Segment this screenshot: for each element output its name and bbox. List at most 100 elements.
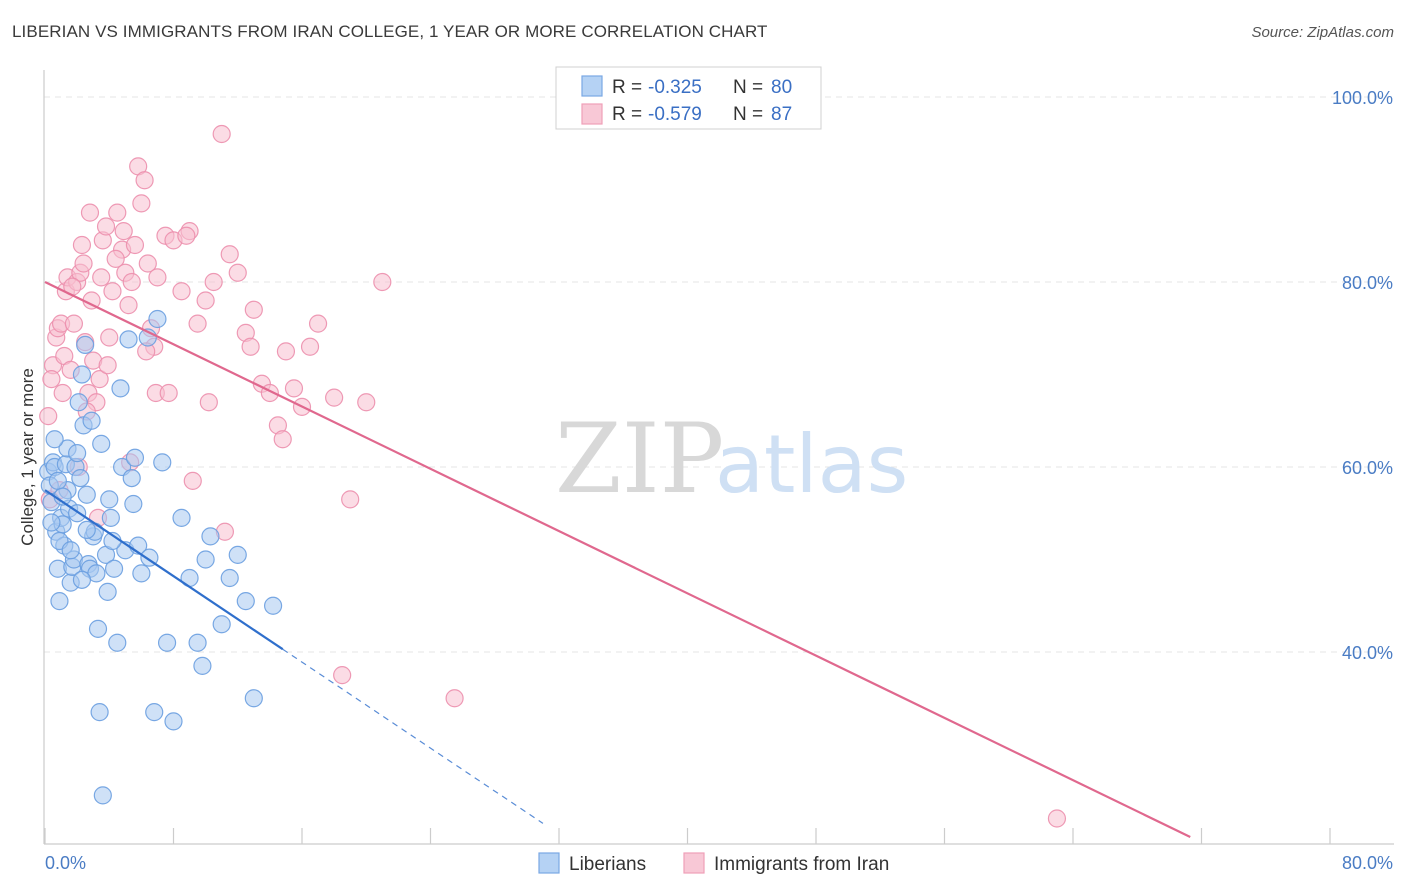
watermark: ZIP atlas bbox=[555, 403, 908, 515]
point-iran bbox=[183, 471, 202, 490]
point-iran bbox=[53, 383, 72, 403]
legend-r-value-2: -0.579 bbox=[648, 104, 702, 125]
point-iran bbox=[114, 222, 133, 241]
point-liberians bbox=[145, 703, 164, 722]
point-iran bbox=[199, 393, 218, 412]
point-liberians bbox=[196, 550, 215, 569]
point-liberians bbox=[119, 330, 138, 349]
point-liberians bbox=[98, 582, 117, 601]
point-iran bbox=[220, 245, 239, 264]
point-liberians bbox=[236, 592, 255, 611]
point-liberians bbox=[71, 469, 90, 488]
point-liberians bbox=[201, 527, 220, 546]
point-liberians bbox=[45, 430, 64, 449]
point-iran bbox=[103, 282, 122, 301]
point-iran bbox=[92, 268, 111, 287]
point-liberians bbox=[69, 393, 88, 412]
point-iran bbox=[333, 666, 352, 685]
point-iran bbox=[72, 235, 92, 255]
point-liberians bbox=[111, 379, 130, 398]
point-liberians bbox=[68, 444, 87, 463]
point-liberians bbox=[220, 568, 239, 588]
point-liberians bbox=[88, 619, 108, 638]
chart-title: LIBERIAN VS IMMIGRANTS FROM IRAN COLLEGE… bbox=[12, 22, 768, 41]
point-iran bbox=[39, 407, 58, 426]
trend-line-liberians bbox=[44, 489, 284, 651]
point-iran bbox=[148, 268, 167, 287]
point-liberians bbox=[72, 365, 92, 384]
point-iran bbox=[341, 490, 360, 509]
point-iran bbox=[373, 272, 392, 292]
point-iran bbox=[98, 356, 117, 375]
point-iran bbox=[122, 272, 141, 292]
point-liberians bbox=[212, 615, 231, 634]
point-iran bbox=[276, 342, 296, 361]
ticks-layer: 100.0% 80.0% 60.0% 40.0% 0.0% 80.0% bbox=[45, 88, 1393, 873]
point-iran bbox=[284, 379, 304, 398]
point-liberians bbox=[193, 656, 212, 675]
point-iran bbox=[357, 393, 376, 412]
point-liberians bbox=[92, 434, 111, 453]
point-liberians bbox=[108, 633, 127, 652]
point-iran bbox=[100, 328, 119, 347]
y-axis-title: College, 1 year or more bbox=[18, 368, 37, 546]
trend-line-liberians-extension bbox=[282, 648, 544, 824]
point-liberians bbox=[188, 633, 207, 652]
point-iran bbox=[135, 171, 154, 190]
point-iran bbox=[119, 296, 138, 315]
legend-swatch-iran bbox=[581, 103, 603, 125]
point-iran bbox=[96, 217, 116, 236]
point-iran bbox=[204, 272, 223, 292]
bottom-legend-liberians: Liberians bbox=[569, 854, 646, 875]
point-iran bbox=[159, 383, 178, 403]
point-liberians bbox=[228, 545, 247, 564]
point-liberians bbox=[263, 596, 283, 615]
legend-box: R = -0.325 N = 80 R = -0.579 N = 87 bbox=[555, 66, 822, 130]
point-iran bbox=[177, 226, 196, 245]
point-liberians bbox=[77, 520, 96, 540]
point-liberians bbox=[125, 448, 145, 467]
legend-n-label-1: N = bbox=[733, 77, 763, 98]
point-iran bbox=[80, 203, 100, 222]
point-iran bbox=[90, 370, 109, 389]
point-iran bbox=[445, 689, 464, 708]
trend-line-iran bbox=[44, 281, 1191, 838]
bottom-legend-iran: Immigrants from Iran bbox=[714, 854, 889, 875]
legend-r-label-1: R = bbox=[612, 77, 642, 98]
point-iran bbox=[300, 337, 320, 356]
point-iran bbox=[64, 314, 84, 333]
point-iran bbox=[138, 254, 157, 273]
legend-swatch-liberians bbox=[581, 75, 603, 97]
point-liberians bbox=[124, 494, 143, 514]
chart-source: Source: ZipAtlas.com bbox=[1251, 24, 1394, 41]
point-liberians bbox=[42, 513, 61, 532]
point-liberians bbox=[132, 564, 151, 583]
point-iran bbox=[241, 337, 260, 356]
point-liberians bbox=[122, 469, 141, 488]
y-tick-label: 100.0% bbox=[1332, 88, 1393, 108]
watermark-atlas: atlas bbox=[715, 418, 908, 511]
grid-layer bbox=[44, 96, 1394, 653]
point-liberians bbox=[104, 559, 124, 578]
point-iran bbox=[42, 370, 61, 389]
point-liberians bbox=[100, 490, 119, 509]
bottom-legend-swatch-liberians bbox=[538, 852, 560, 874]
point-liberians bbox=[244, 689, 263, 708]
y-tick-label: 80.0% bbox=[1342, 273, 1393, 293]
point-liberians bbox=[101, 508, 120, 527]
point-liberians bbox=[50, 592, 69, 611]
bottom-legend-swatch-iran bbox=[683, 852, 705, 874]
legend-r-value-1: -0.325 bbox=[648, 77, 702, 98]
point-iran bbox=[308, 314, 328, 333]
legend-r-label-2: R = bbox=[612, 104, 642, 125]
point-liberians bbox=[148, 309, 167, 329]
point-iran bbox=[196, 291, 215, 310]
point-iran bbox=[244, 300, 263, 319]
point-liberians bbox=[93, 786, 112, 805]
bottom-legend: Liberians Immigrants from Iran bbox=[538, 852, 889, 875]
point-iran bbox=[132, 194, 151, 213]
point-liberians bbox=[90, 703, 109, 722]
point-iran bbox=[74, 254, 93, 273]
